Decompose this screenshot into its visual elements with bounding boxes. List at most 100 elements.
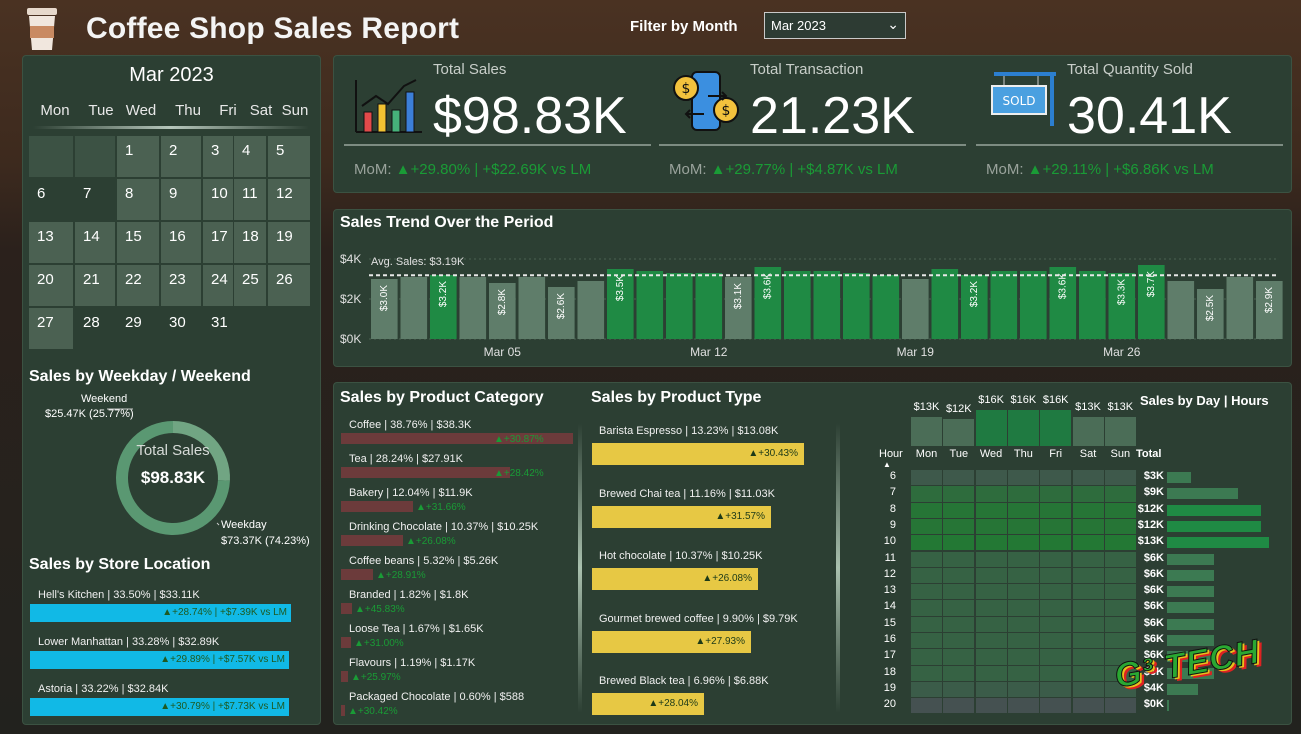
- heatmap-cell[interactable]: [1104, 681, 1136, 698]
- heatmap-cell[interactable]: [1104, 665, 1136, 681]
- heatmap-cell[interactable]: [911, 616, 942, 632]
- calendar-day[interactable]: 27: [29, 308, 73, 349]
- hour-total-bar[interactable]: [1167, 651, 1214, 663]
- day-total-bar[interactable]: [911, 417, 942, 446]
- heatmap-cell[interactable]: [1072, 698, 1104, 714]
- heatmap-cell[interactable]: [1072, 665, 1104, 681]
- hour-total-bar[interactable]: [1167, 683, 1198, 695]
- heatmap-cell[interactable]: [911, 681, 942, 698]
- hour-total-bar[interactable]: [1167, 700, 1169, 712]
- calendar-day[interactable]: 26: [268, 265, 310, 306]
- heatmap-cell[interactable]: [1007, 470, 1039, 486]
- type-bar[interactable]: ▲+27.93%: [592, 630, 751, 653]
- heatmap-cell[interactable]: [1007, 665, 1039, 681]
- heatmap-cell[interactable]: [1040, 681, 1072, 698]
- type-bar[interactable]: ▲+28.04%: [592, 693, 704, 715]
- calendar-day[interactable]: 31: [211, 314, 228, 331]
- heatmap-cell[interactable]: [975, 584, 1007, 600]
- calendar-day[interactable]: 6: [37, 185, 46, 202]
- category-bar[interactable]: [341, 433, 573, 444]
- heatmap-cell[interactable]: [943, 470, 975, 486]
- heatmap-cell[interactable]: [911, 502, 942, 518]
- heatmap-cell[interactable]: [1072, 584, 1104, 600]
- month-filter-dropdown[interactable]: Mar 2023 ⌄: [764, 12, 906, 39]
- heatmap-cell[interactable]: [1104, 486, 1136, 502]
- day-total-bar[interactable]: [1007, 410, 1039, 446]
- heatmap-cell[interactable]: [975, 698, 1007, 714]
- heatmap-cell[interactable]: [943, 633, 975, 649]
- heatmap-cell[interactable]: [943, 681, 975, 698]
- heatmap-cell[interactable]: [1072, 486, 1104, 502]
- heatmap-cell[interactable]: [975, 633, 1007, 649]
- heatmap-cell[interactable]: [1040, 470, 1072, 486]
- heatmap-cell[interactable]: [943, 518, 975, 535]
- calendar-day[interactable]: 16: [161, 222, 201, 263]
- heatmap-cell[interactable]: [1072, 518, 1104, 535]
- heatmap-cell[interactable]: [1007, 567, 1039, 584]
- heatmap-cell[interactable]: [1007, 600, 1039, 616]
- calendar-day[interactable]: 21: [75, 265, 115, 306]
- heatmap-cell[interactable]: [1007, 502, 1039, 518]
- heatmap-cell[interactable]: [943, 502, 975, 518]
- heatmap-cell[interactable]: [911, 584, 942, 600]
- calendar-day[interactable]: 20: [29, 265, 73, 306]
- heatmap-cell[interactable]: [1007, 616, 1039, 632]
- type-bar[interactable]: ▲+31.57%: [592, 505, 771, 528]
- calendar-day[interactable]: 2: [161, 136, 201, 177]
- heatmap-cell[interactable]: [1007, 551, 1039, 567]
- hour-total-bar[interactable]: [1167, 504, 1261, 516]
- day-total-bar[interactable]: [975, 410, 1007, 446]
- heatmap-cell[interactable]: [1104, 698, 1136, 714]
- calendar-day[interactable]: 23: [161, 265, 201, 306]
- heatmap-cell[interactable]: [1007, 584, 1039, 600]
- heatmap-cell[interactable]: [1040, 616, 1072, 632]
- heatmap-cell[interactable]: [1072, 502, 1104, 518]
- heatmap-cell[interactable]: [1072, 470, 1104, 486]
- heatmap-cell[interactable]: [1072, 616, 1104, 632]
- heatmap-cell[interactable]: [943, 567, 975, 584]
- heatmap-cell[interactable]: [975, 551, 1007, 567]
- heatmap-cell[interactable]: [911, 535, 942, 551]
- hour-total-bar[interactable]: [1167, 586, 1214, 598]
- heatmap-cell[interactable]: [1072, 633, 1104, 649]
- heatmap-cell[interactable]: [1007, 518, 1039, 535]
- calendar-day[interactable]: 19: [268, 222, 310, 263]
- heatmap-cell[interactable]: [1040, 502, 1072, 518]
- hour-total-bar[interactable]: [1167, 618, 1214, 630]
- category-bar[interactable]: [341, 603, 352, 614]
- heatmap-cell[interactable]: [943, 616, 975, 632]
- heatmap-cell[interactable]: [1104, 649, 1136, 665]
- hour-total-bar[interactable]: [1167, 635, 1214, 646]
- category-bar[interactable]: [341, 671, 348, 682]
- heatmap-cell[interactable]: [943, 551, 975, 567]
- heatmap-cell[interactable]: [911, 551, 942, 567]
- calendar-day[interactable]: 29: [125, 314, 142, 331]
- heatmap-cell[interactable]: [1104, 535, 1136, 551]
- heatmap-cell[interactable]: [1104, 616, 1136, 632]
- heatmap-cell[interactable]: [1040, 584, 1072, 600]
- heatmap-cell[interactable]: [943, 698, 975, 714]
- heatmap-cell[interactable]: [943, 584, 975, 600]
- heatmap-cell[interactable]: [1072, 535, 1104, 551]
- location-bar[interactable]: ▲+28.74% | +$7.39K vs LM: [30, 604, 291, 622]
- calendar-day[interactable]: 10: [203, 179, 233, 220]
- calendar-day[interactable]: 14: [75, 222, 115, 263]
- heatmap-cell[interactable]: [911, 633, 942, 649]
- heatmap-cell[interactable]: [1104, 600, 1136, 616]
- calendar-day[interactable]: 28: [83, 314, 100, 331]
- category-bar[interactable]: [341, 467, 510, 478]
- category-bar[interactable]: [341, 535, 403, 546]
- heatmap-cell[interactable]: [975, 681, 1007, 698]
- heatmap-cell[interactable]: [1104, 502, 1136, 518]
- heatmap-cell[interactable]: [1104, 470, 1136, 486]
- day-total-bar[interactable]: [1104, 417, 1136, 446]
- heatmap-cell[interactable]: [911, 600, 942, 616]
- category-bar[interactable]: [341, 569, 373, 580]
- heatmap-cell[interactable]: [911, 486, 942, 502]
- category-bar[interactable]: [341, 637, 351, 648]
- calendar-day[interactable]: 24: [203, 265, 233, 306]
- heatmap-cell[interactable]: [943, 665, 975, 681]
- heatmap-cell[interactable]: [1104, 633, 1136, 649]
- heatmap-cell[interactable]: [943, 535, 975, 551]
- calendar-day[interactable]: 11: [234, 179, 266, 220]
